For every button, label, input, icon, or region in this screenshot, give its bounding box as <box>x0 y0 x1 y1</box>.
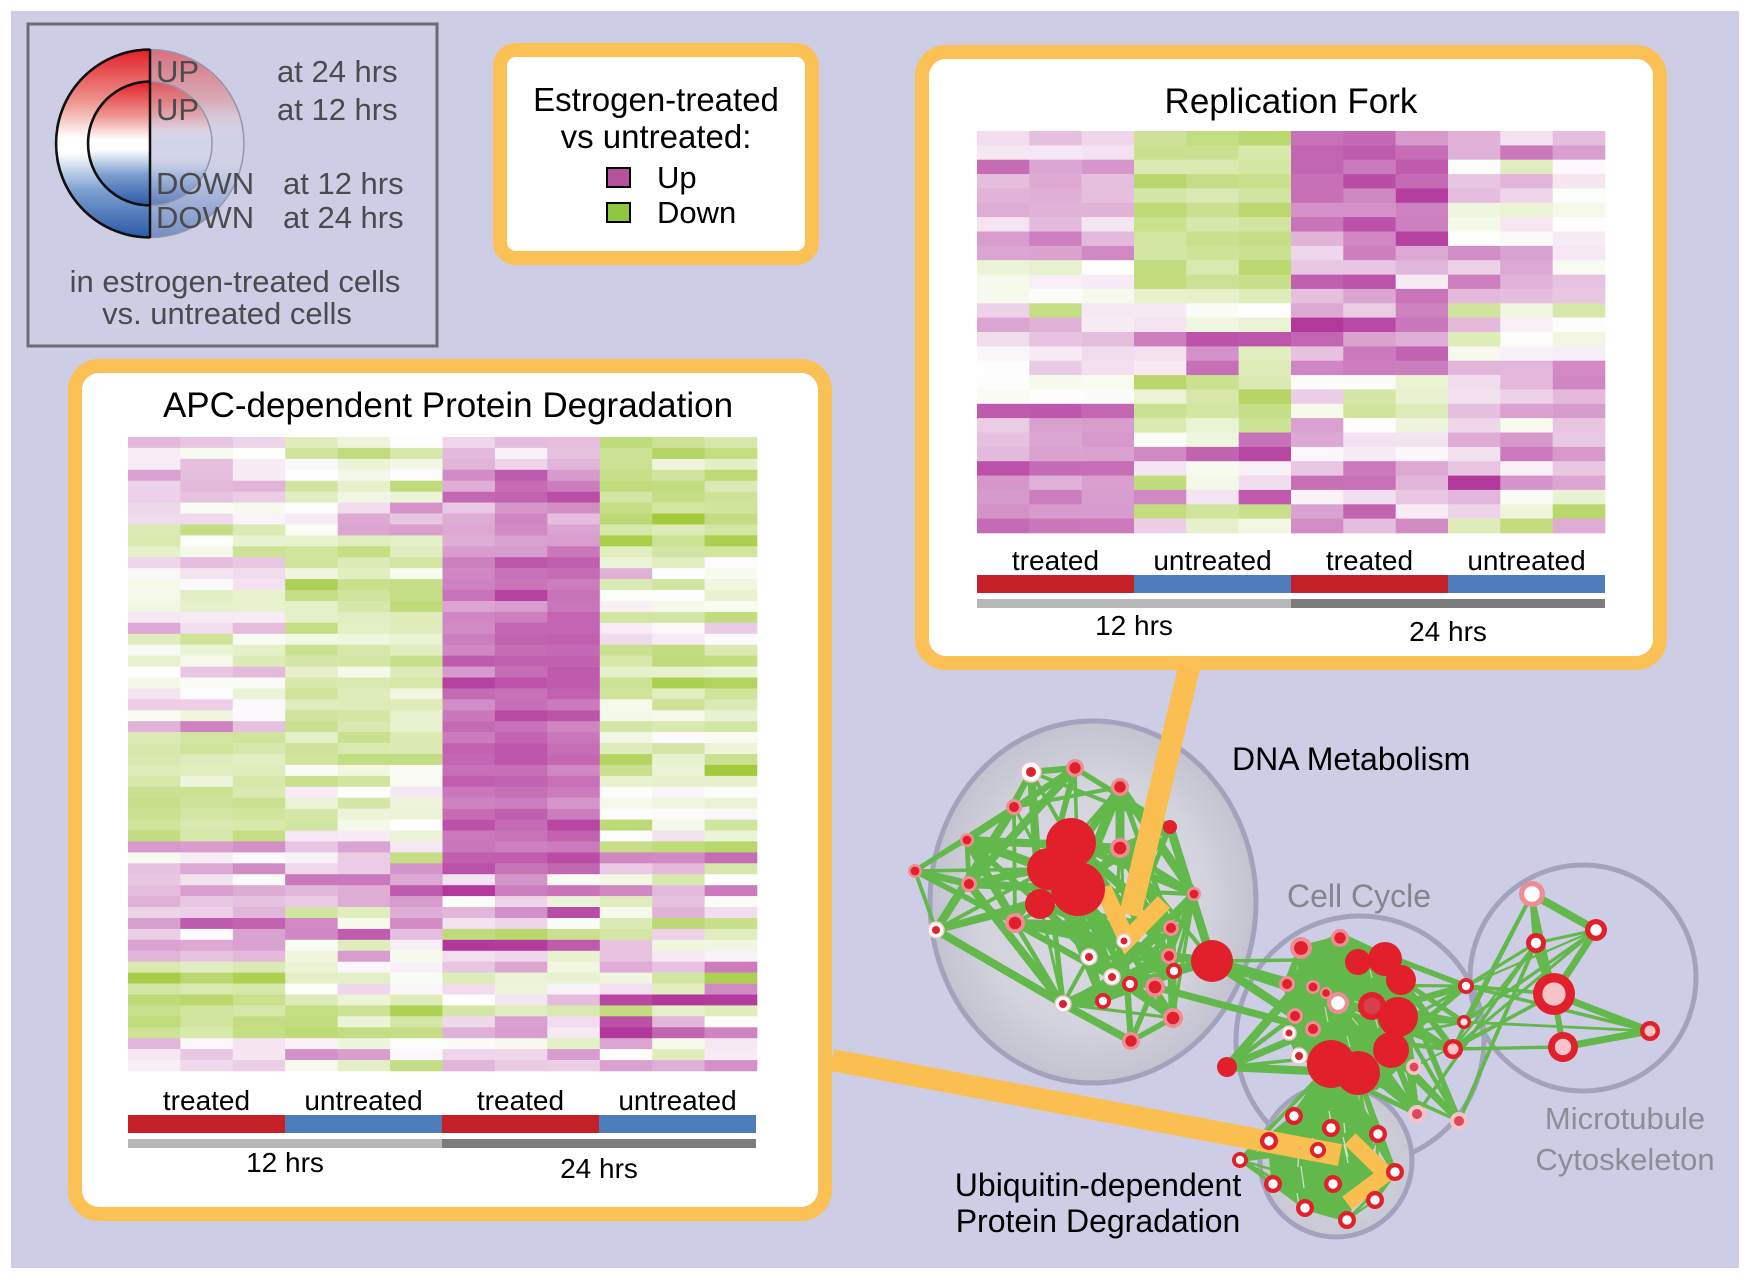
svg-text:APC-dependent Protein Degradat: APC-dependent Protein Degradation <box>163 386 733 425</box>
svg-text:Protein Degradation: Protein Degradation <box>956 1203 1241 1239</box>
svg-text:in estrogen-treated cells: in estrogen-treated cells <box>70 264 401 299</box>
svg-text:Estrogen-treated: Estrogen-treated <box>533 81 779 118</box>
svg-text:vs untreated:: vs untreated: <box>561 118 752 155</box>
svg-text:Up: Up <box>657 160 697 195</box>
svg-text:at 24 hrs: at 24 hrs <box>283 200 404 235</box>
svg-text:treated: treated <box>163 1085 250 1116</box>
svg-text:24 hrs: 24 hrs <box>1409 616 1487 647</box>
svg-text:Cytoskeleton: Cytoskeleton <box>1535 1142 1714 1177</box>
svg-text:treated: treated <box>1012 545 1099 576</box>
svg-text:untreated: untreated <box>304 1085 422 1116</box>
svg-text:UP: UP <box>156 54 199 89</box>
svg-text:Cell Cycle: Cell Cycle <box>1287 878 1431 914</box>
svg-text:DOWN: DOWN <box>156 200 254 235</box>
svg-text:12 hrs: 12 hrs <box>1095 610 1173 641</box>
svg-text:at 24 hrs: at 24 hrs <box>277 54 398 89</box>
svg-text:treated: treated <box>477 1085 564 1116</box>
svg-text:untreated: untreated <box>618 1085 736 1116</box>
svg-text:untreated: untreated <box>1467 545 1585 576</box>
svg-text:Down: Down <box>657 195 736 230</box>
svg-text:vs. untreated cells: vs. untreated cells <box>102 296 352 331</box>
svg-text:at 12 hrs: at 12 hrs <box>283 166 404 201</box>
svg-text:Microtubule: Microtubule <box>1545 1101 1705 1136</box>
svg-text:Ubiquitin-dependent: Ubiquitin-dependent <box>955 1167 1242 1203</box>
svg-text:treated: treated <box>1326 545 1413 576</box>
svg-text:UP: UP <box>156 92 199 127</box>
svg-text:Replication Fork: Replication Fork <box>1165 82 1418 121</box>
svg-text:at 12 hrs: at 12 hrs <box>277 92 398 127</box>
svg-text:DOWN: DOWN <box>156 166 254 201</box>
svg-text:24 hrs: 24 hrs <box>560 1153 638 1184</box>
svg-text:DNA Metabolism: DNA Metabolism <box>1232 741 1470 777</box>
svg-text:untreated: untreated <box>1153 545 1271 576</box>
svg-text:12 hrs: 12 hrs <box>246 1147 324 1178</box>
